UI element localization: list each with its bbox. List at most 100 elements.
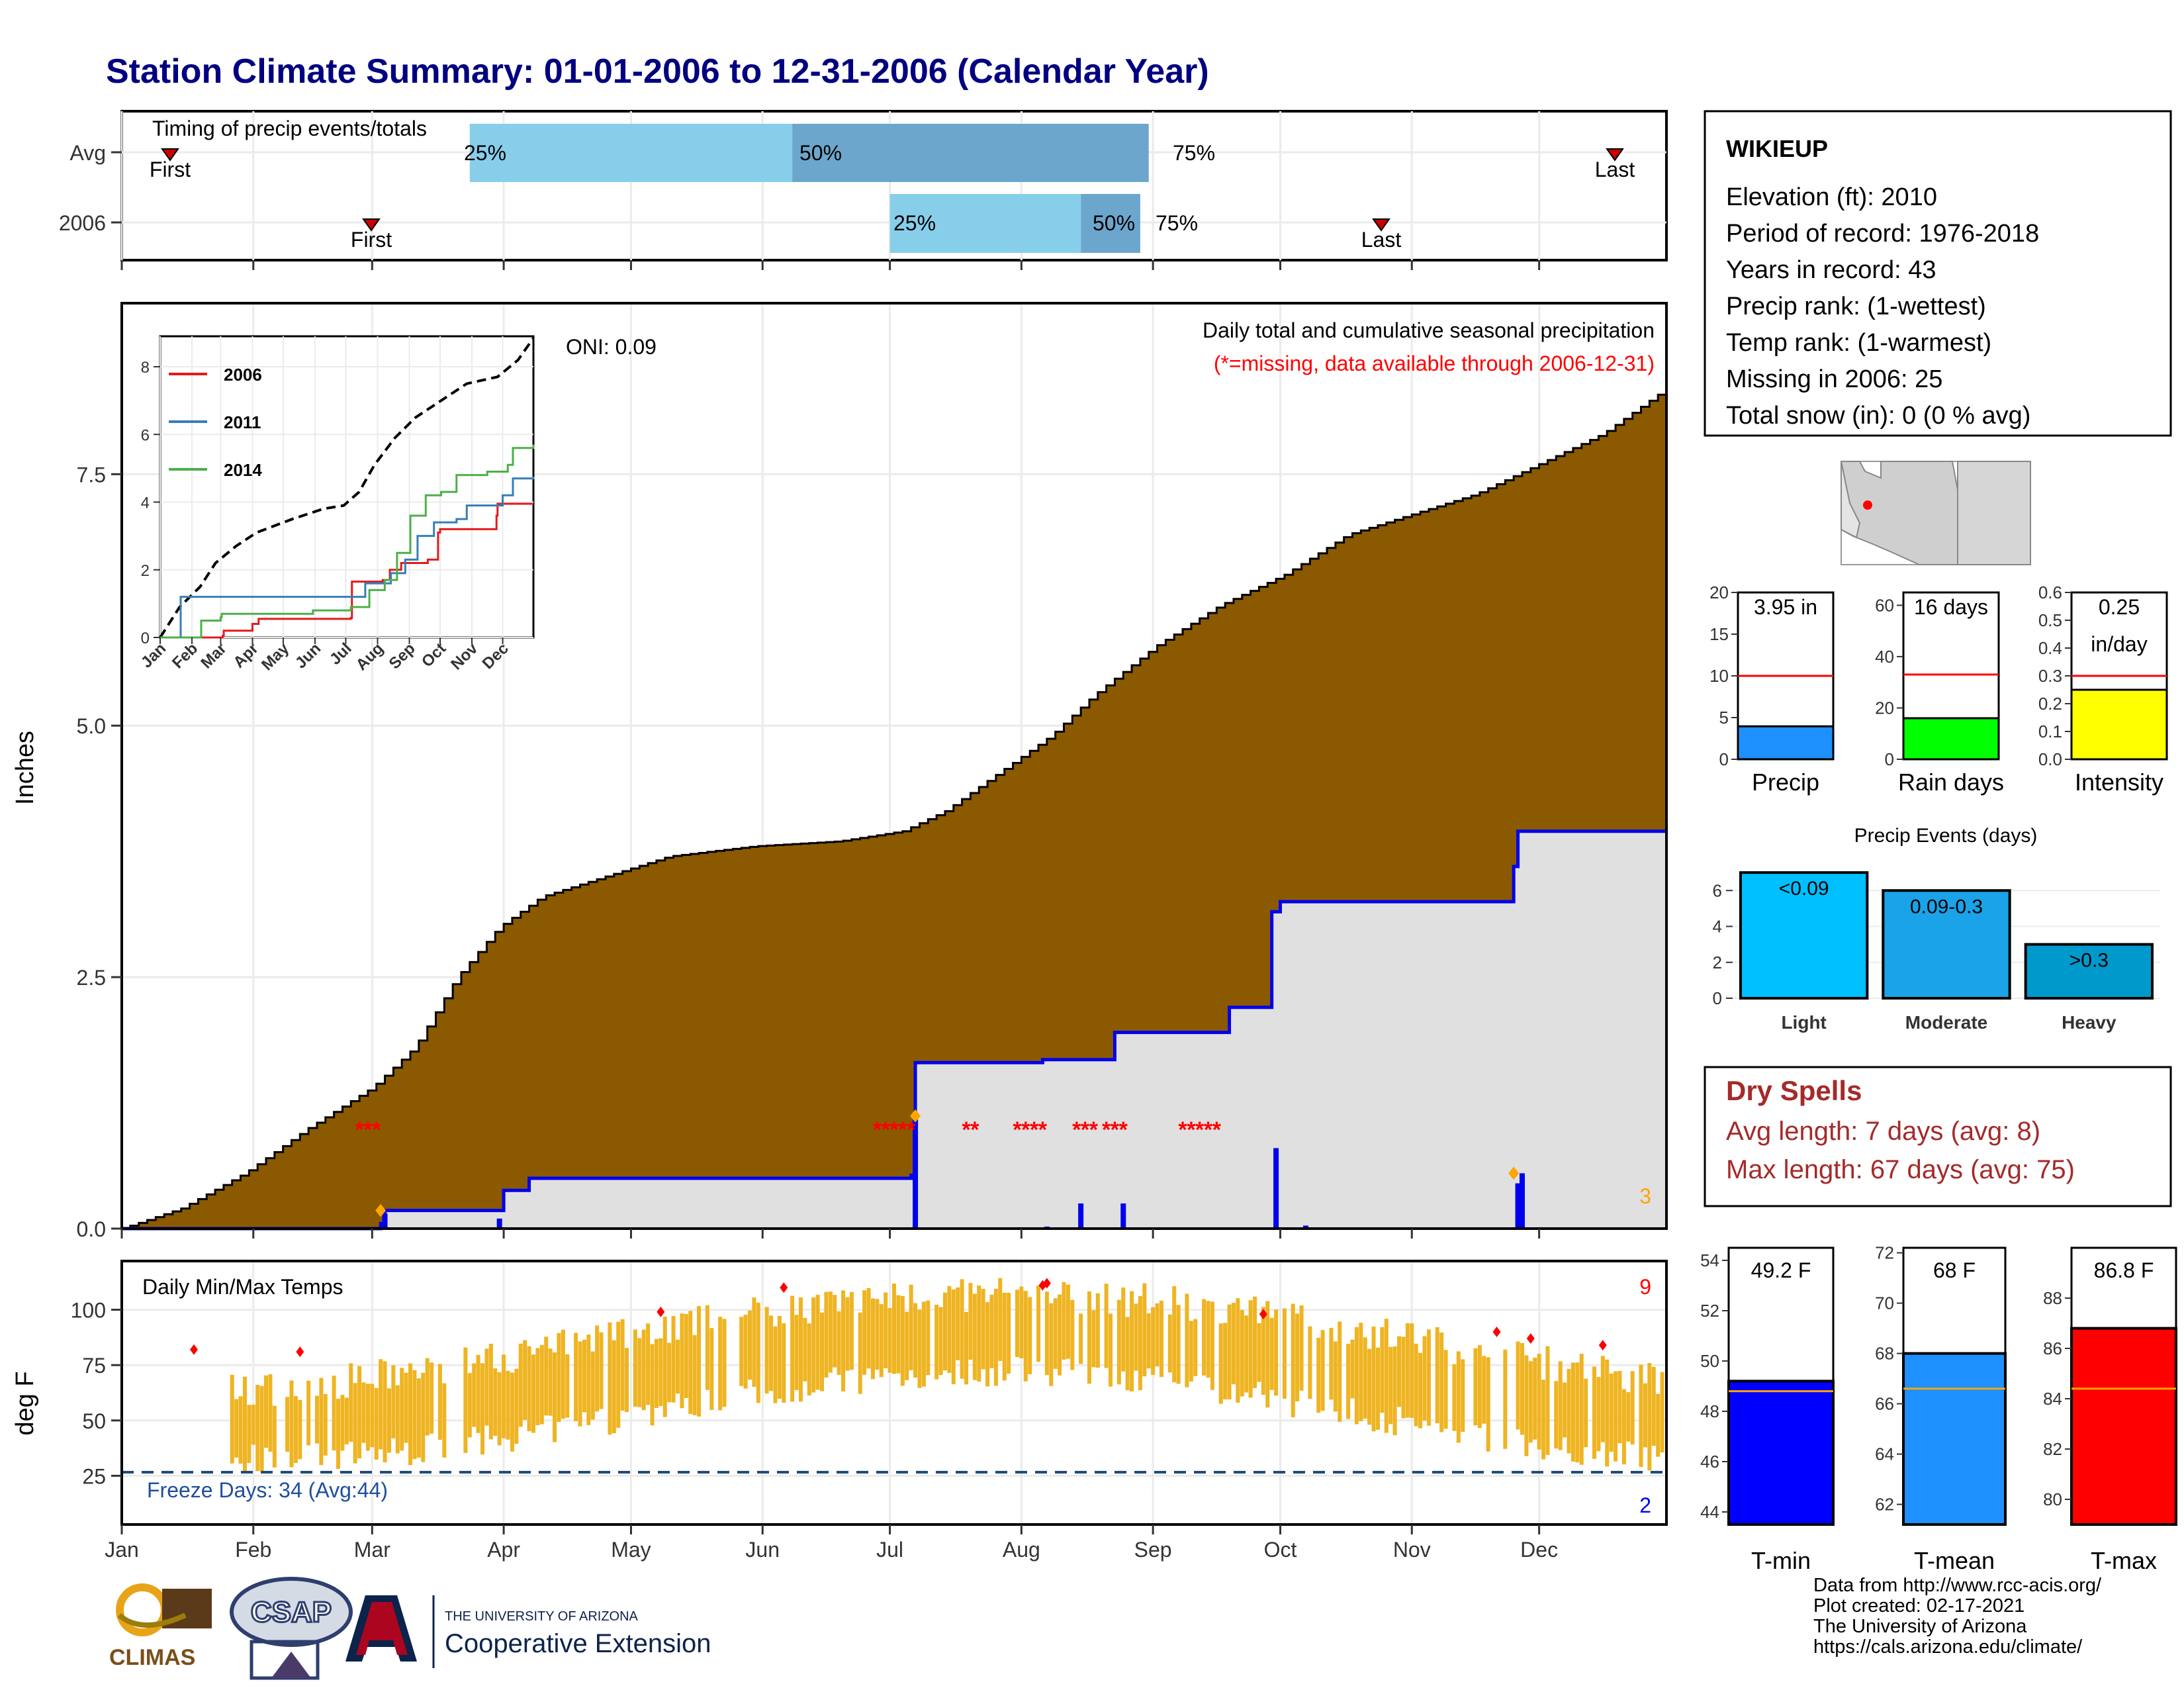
temp-bar	[1418, 1352, 1423, 1429]
precip-stat-tick-label: 0	[1719, 749, 1729, 769]
precip-stat-tick-label: 0.2	[2038, 694, 2062, 714]
temp-bar	[1584, 1378, 1588, 1448]
temp-bar	[1104, 1284, 1109, 1368]
inset-legend-label: 2006	[224, 365, 262, 385]
missing-marker: *	[1195, 1117, 1205, 1143]
event-markers	[375, 1109, 1520, 1217]
precip-stat-tick-label: 15	[1709, 624, 1729, 644]
temp-bar	[1218, 1323, 1223, 1404]
temp-bar	[807, 1323, 811, 1395]
temp-bar	[815, 1295, 820, 1390]
event-marker	[910, 1109, 921, 1123]
temp-bar	[1614, 1371, 1618, 1462]
2006-cumulative-area	[122, 831, 1666, 1229]
temp-bar	[565, 1354, 570, 1418]
temp-bar	[1651, 1366, 1656, 1446]
temp-bar	[1516, 1341, 1520, 1430]
temp-bar	[1316, 1337, 1321, 1413]
temp-bar	[408, 1363, 413, 1466]
station-detail-line: Missing in 2006: 25	[1726, 365, 1942, 393]
month-label: Jul	[876, 1538, 903, 1562]
temp-bar	[1609, 1373, 1614, 1452]
temp-bar	[637, 1338, 642, 1407]
month-label: Nov	[1393, 1538, 1431, 1562]
cold-record-count: 2	[1639, 1493, 1651, 1517]
temp-stat-label: T-max	[2091, 1547, 2157, 1574]
timing-panel: Timing of precip events/totals Avg 2006 …	[59, 110, 1668, 270]
temp-bar	[887, 1308, 892, 1373]
temp-bar	[268, 1374, 273, 1452]
temp-bar	[1206, 1301, 1210, 1378]
temp-bar	[972, 1293, 977, 1380]
missing-marker: *	[1204, 1117, 1213, 1143]
temp-bar	[1091, 1310, 1096, 1368]
temp-bar	[1354, 1327, 1359, 1425]
temp-stat-label: T-mean	[1914, 1547, 1995, 1574]
temp-bar	[692, 1335, 697, 1415]
2006-q75-label: 75%	[1156, 211, 1198, 235]
station-box	[1704, 110, 2172, 437]
missing-marker: *	[1119, 1117, 1128, 1143]
temp-bar	[1023, 1291, 1028, 1382]
missing-marker: *	[1111, 1117, 1120, 1143]
temp-bar	[756, 1302, 760, 1403]
month-label: Aug	[1003, 1538, 1040, 1562]
temp-bar	[1329, 1327, 1334, 1400]
month-label: Apr	[487, 1538, 520, 1562]
temp-bar	[1044, 1291, 1049, 1376]
temp-bar	[777, 1316, 782, 1399]
temp-bar	[1087, 1291, 1091, 1384]
temp-stat-tick-label: 46	[1700, 1452, 1719, 1472]
inset-y-tick-label: 2	[141, 562, 150, 580]
temp-bar	[332, 1376, 336, 1451]
temp-bar	[306, 1380, 311, 1446]
ua-logo: THE UNIVERSITY OF ARIZONA Cooperative Ex…	[345, 1595, 711, 1668]
temp-bar	[837, 1311, 841, 1376]
csap-logo: CSAP	[230, 1577, 353, 1680]
missing-marker: *	[1089, 1117, 1099, 1143]
temp-bar	[1414, 1343, 1418, 1427]
inset-legend-label: 2011	[224, 412, 261, 432]
temp-bar	[1367, 1348, 1372, 1425]
temp-bar	[993, 1288, 998, 1386]
temp-bar	[272, 1405, 277, 1468]
missing-count: 3	[1639, 1184, 1651, 1208]
temp-bar	[1656, 1393, 1661, 1457]
temp-bar	[255, 1384, 260, 1472]
missing-marker: *	[1021, 1117, 1030, 1143]
temp-bar	[1295, 1313, 1300, 1401]
temp-bar	[1563, 1382, 1567, 1438]
temp-bar	[1473, 1348, 1478, 1426]
avg-last-label: Last	[1595, 158, 1635, 181]
missing-marker: *	[1212, 1117, 1222, 1143]
temp-stat-tick-label: 86	[2043, 1338, 2062, 1358]
temp-bar	[862, 1290, 867, 1375]
temp-bar	[905, 1311, 909, 1380]
temp-bar	[1125, 1317, 1130, 1391]
temp-bar	[680, 1313, 684, 1409]
inset-grid	[159, 336, 533, 638]
temp-bar	[752, 1297, 756, 1387]
month-label: Sep	[1134, 1538, 1172, 1562]
inset-series-2014	[160, 444, 535, 639]
temp-bar	[289, 1380, 294, 1468]
precip-stat-tick-label: 20	[1709, 583, 1729, 602]
credit-line: Data from http://www.rcc-acis.org/	[1813, 1575, 2102, 1596]
record-high-marker	[1042, 1278, 1051, 1289]
temp-bar	[1257, 1323, 1261, 1382]
temp-bar	[849, 1291, 854, 1370]
temp-bar	[977, 1286, 981, 1382]
missing-marker: *	[1013, 1117, 1022, 1143]
inset-series-2011	[160, 477, 535, 639]
precip-y-tick-label: 0.0	[77, 1217, 106, 1241]
2006-quartile-50-75-bar	[1081, 194, 1140, 253]
temp-bar	[1261, 1307, 1265, 1395]
climas-logo: CLIMAS	[109, 1583, 212, 1670]
temp-stat-tick-label: 68	[1875, 1344, 1894, 1364]
precip-stat-value: 0.25	[2099, 595, 2140, 619]
temp-bar	[612, 1340, 616, 1434]
record-high-marker	[1492, 1327, 1501, 1338]
missing-marker: *	[898, 1117, 907, 1143]
missing-marker: *	[1102, 1117, 1111, 1143]
temp-bar	[361, 1382, 366, 1443]
